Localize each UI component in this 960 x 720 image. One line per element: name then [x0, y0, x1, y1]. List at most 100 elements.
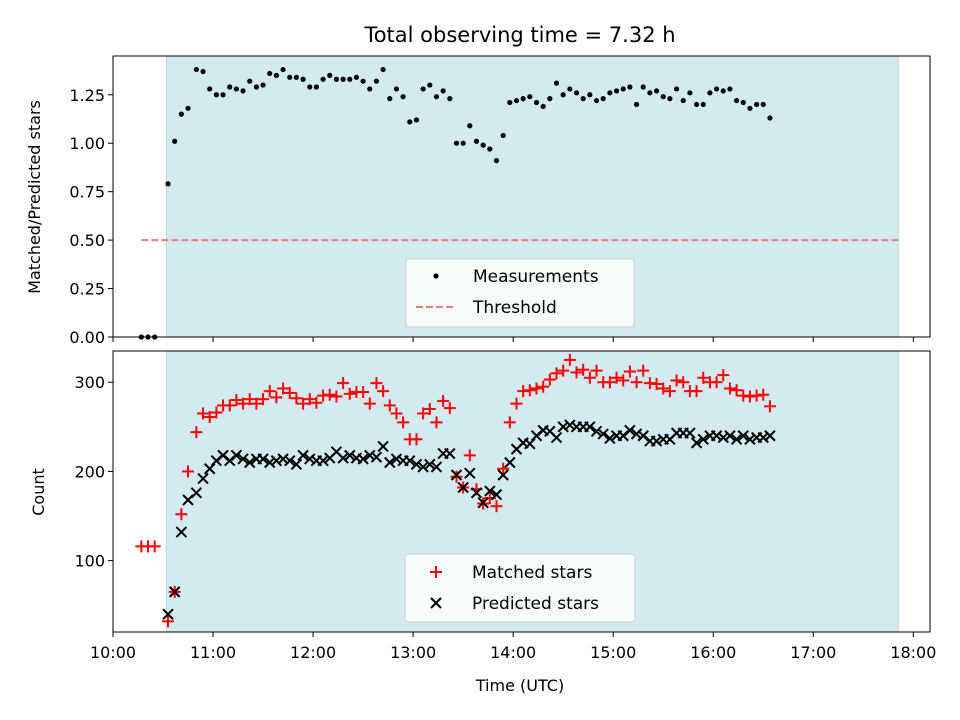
measurement-point — [467, 123, 473, 129]
count-xtick-label: 15:00 — [590, 643, 636, 662]
measurement-point — [680, 97, 686, 104]
matched-star-point — [383, 399, 396, 412]
matched-star-point — [437, 394, 450, 407]
measurement-point — [360, 78, 366, 84]
measurement-point — [178, 111, 184, 117]
count-xtick-label: 10:00 — [90, 643, 136, 662]
measurement-point — [553, 80, 560, 86]
predicted-star-point — [162, 608, 174, 620]
measurement-point — [600, 96, 606, 102]
ratio-y-axis-label: Matched/Predicted stars — [25, 100, 44, 294]
predicted-star-point — [277, 453, 289, 465]
matched-star-point — [210, 406, 223, 419]
measurement-point — [507, 99, 513, 106]
measurement-point — [420, 86, 426, 92]
matched-star-point — [237, 397, 250, 410]
measurement-point — [647, 90, 653, 96]
matched-star-point — [450, 470, 463, 483]
measurement-point — [620, 86, 626, 92]
measurement-point — [713, 86, 720, 92]
measurement-point — [313, 84, 320, 90]
predicted-star-point — [197, 472, 209, 485]
predicted-star-point — [710, 430, 723, 442]
legend-measurements-label: Measurements — [473, 267, 599, 287]
predicted-star-point — [444, 447, 456, 460]
matched-star-point — [370, 377, 383, 390]
measurement-point — [440, 88, 446, 94]
measurement-point — [700, 101, 706, 108]
predicted-star-point — [290, 458, 303, 470]
predicted-star-point — [717, 431, 729, 444]
predicted-star-point — [317, 455, 329, 467]
matched-star-point — [357, 386, 370, 399]
predicted-star-point — [584, 421, 596, 433]
ratio-ytick-label: 1.25 — [69, 86, 105, 105]
count-panel: 100 200 300 10:00 11:00 12:00 13:00 14:00 15:00… — [29, 350, 936, 695]
count-xtick-label: 12:00 — [290, 643, 336, 662]
measurement-point — [233, 86, 239, 92]
matched-star-point — [463, 449, 476, 462]
measurement-point — [380, 66, 386, 73]
predicted-star-point — [257, 453, 269, 465]
matched-star-point — [637, 364, 650, 377]
measurement-point — [193, 66, 199, 73]
matched-star-point — [297, 397, 310, 410]
measurement-point — [740, 99, 746, 106]
predicted-star-point — [550, 431, 563, 444]
predicted-star-point — [357, 453, 369, 465]
measurement-point — [613, 88, 620, 94]
legend-threshold-label: Threshold — [472, 298, 557, 318]
measurement-point — [480, 142, 486, 148]
ratio-legend: Measurements Threshold — [405, 258, 635, 328]
matched-star-point — [583, 371, 596, 384]
predicted-star-point — [390, 453, 403, 465]
matched-star-point — [530, 382, 543, 395]
measurement-point — [627, 84, 633, 90]
measurement-point — [667, 96, 673, 102]
matched-star-point — [310, 396, 323, 409]
matched-star-point — [623, 365, 636, 378]
predicted-star-point — [337, 452, 349, 464]
predicted-star-point — [297, 449, 309, 462]
matched-star-point — [148, 540, 161, 553]
matched-star-point — [337, 377, 350, 390]
measurement-point — [673, 86, 680, 92]
matched-star-point — [657, 382, 670, 395]
measurement-point — [327, 72, 333, 78]
matched-star-point — [723, 382, 736, 395]
measurement-point — [393, 86, 400, 92]
predicted-star-point — [230, 449, 243, 462]
measurement-point — [267, 70, 273, 77]
measurement-point — [247, 78, 253, 84]
matched-star-point — [610, 371, 623, 384]
measurement-point — [253, 84, 259, 90]
measurement-point — [407, 119, 413, 125]
predicted-star-point — [190, 487, 203, 499]
measurement-point — [747, 105, 753, 111]
predicted-star-point — [284, 455, 296, 467]
measurement-point — [367, 86, 373, 92]
predicted-star-point — [597, 428, 609, 440]
measurement-point — [473, 138, 480, 144]
matched-star-point — [175, 508, 188, 521]
matched-star-point — [523, 384, 536, 397]
measurement-point — [185, 105, 191, 111]
matched-star-point — [497, 462, 510, 475]
matched-star-point — [763, 400, 776, 413]
predicted-star-point — [630, 428, 643, 440]
matched-star-point — [503, 416, 516, 429]
measurement-point — [500, 132, 506, 139]
measurement-point — [260, 82, 266, 88]
predicted-star-point — [757, 431, 769, 444]
matched-star-point — [190, 426, 203, 439]
count-xtick-label: 13:00 — [390, 643, 436, 662]
matched-star-point — [257, 393, 270, 406]
matched-star-point — [617, 374, 630, 387]
measurement-point — [433, 94, 440, 100]
measurement-point — [300, 76, 306, 82]
measurement-point — [493, 158, 500, 164]
measurement-point — [287, 74, 293, 80]
measurement-point — [520, 96, 526, 102]
measurement-point — [527, 94, 533, 100]
measurement-point — [653, 88, 660, 94]
